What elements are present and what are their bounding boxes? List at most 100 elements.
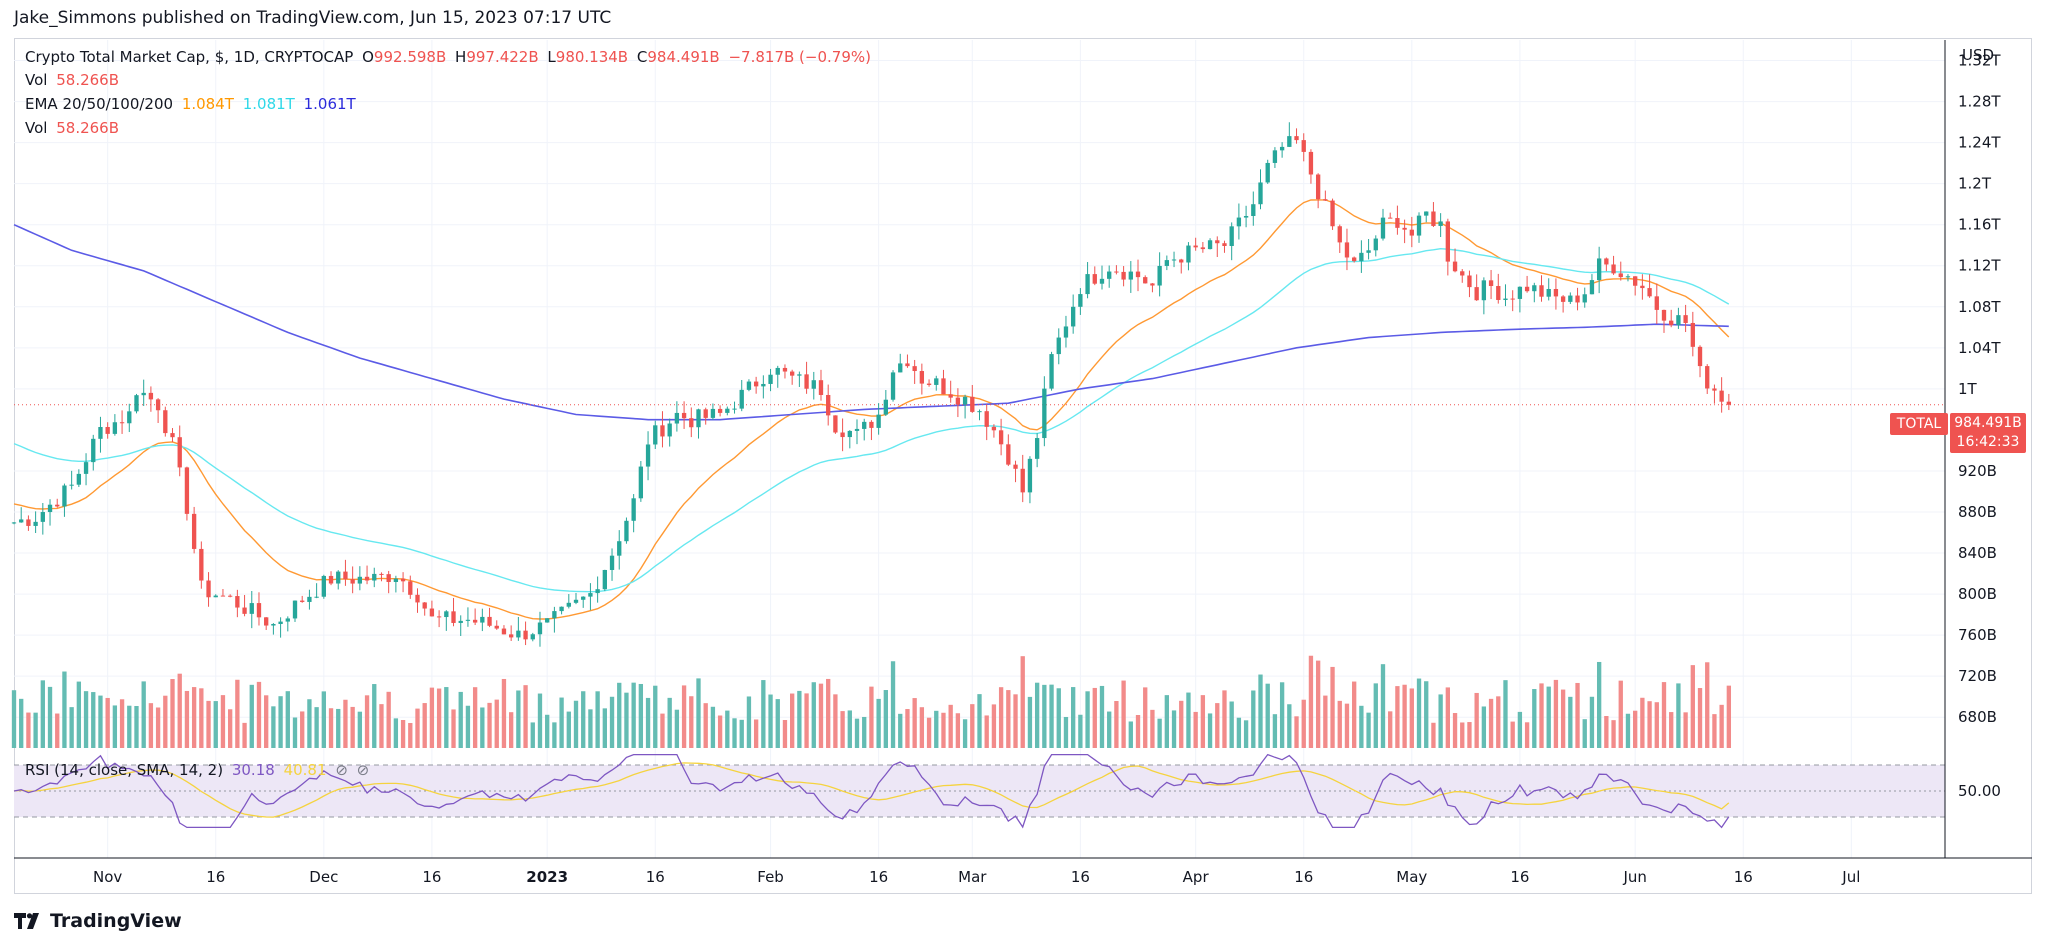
candle-body bbox=[451, 611, 456, 623]
y-tick-label: 880B bbox=[1958, 503, 1997, 521]
volume-bar bbox=[1308, 655, 1314, 748]
volume-bar bbox=[1395, 686, 1400, 748]
x-tick-label: 16 bbox=[1071, 868, 1090, 886]
candle-body bbox=[588, 593, 593, 597]
candle-body bbox=[33, 521, 38, 526]
currency-label[interactable]: USD bbox=[1962, 46, 1995, 64]
volume-bar bbox=[494, 699, 499, 748]
x-tick-label: 16 bbox=[1294, 868, 1313, 886]
volume-bar bbox=[91, 692, 96, 748]
candle-body bbox=[213, 595, 218, 598]
volume-bar bbox=[1323, 695, 1328, 748]
ema-200-line bbox=[13, 223, 1729, 421]
volume-bar bbox=[934, 710, 939, 748]
candle-body bbox=[775, 367, 780, 375]
volume-bar bbox=[76, 681, 82, 748]
volume-bar bbox=[364, 695, 370, 748]
candle-body bbox=[1409, 229, 1414, 236]
legend-ema[interactable]: EMA 20/50/100/200 1.084T 1.081T 1.061T bbox=[25, 95, 360, 113]
candle-body bbox=[746, 381, 752, 390]
legend-vol[interactable]: Vol 58.266B bbox=[25, 71, 123, 89]
brand-logo[interactable]: TradingView bbox=[14, 908, 182, 934]
candle-body bbox=[667, 423, 672, 437]
candle-body bbox=[1020, 468, 1025, 493]
volume-bar bbox=[1215, 703, 1220, 748]
volume-bar bbox=[941, 712, 946, 748]
candle-body bbox=[364, 576, 370, 581]
volume-bar bbox=[177, 673, 182, 748]
volume-bar bbox=[631, 682, 636, 748]
legend-change: −7.817B (−0.79%) bbox=[728, 48, 871, 66]
volume-bar bbox=[840, 711, 845, 748]
candle-body bbox=[11, 522, 17, 524]
candle-body bbox=[898, 363, 903, 373]
volume-bar bbox=[1020, 656, 1025, 748]
candle-body bbox=[1186, 245, 1191, 263]
candle-body bbox=[1553, 288, 1559, 297]
candle-body bbox=[105, 427, 110, 434]
candle-body bbox=[321, 575, 326, 597]
volume-bar bbox=[1690, 665, 1695, 748]
volume-bar bbox=[681, 685, 687, 748]
legend-symbol[interactable]: Crypto Total Market Cap, $, 1D, CRYPTOCA… bbox=[25, 48, 354, 66]
volume-bar bbox=[1330, 666, 1335, 748]
candle-body bbox=[595, 589, 600, 594]
volume-bar bbox=[487, 702, 492, 748]
candle-body bbox=[530, 634, 535, 640]
volume-bar bbox=[26, 712, 31, 748]
candle-body bbox=[609, 555, 615, 570]
candle-body bbox=[804, 374, 809, 389]
volume-bar bbox=[415, 708, 420, 748]
legend-o-value: 992.598B bbox=[373, 48, 447, 66]
legend-h-label: H bbox=[455, 48, 467, 66]
volume-bar bbox=[1272, 714, 1278, 748]
x-tick-label: 16 bbox=[1510, 868, 1529, 886]
volume-bar bbox=[1683, 712, 1688, 748]
candle-body bbox=[1395, 218, 1400, 228]
volume-bar bbox=[782, 720, 788, 748]
volume-bar bbox=[1222, 690, 1227, 748]
candle-body bbox=[1049, 354, 1054, 389]
candle-body bbox=[912, 366, 917, 372]
volume-bar bbox=[1258, 674, 1263, 748]
volume-bar bbox=[1359, 705, 1364, 748]
volume-bar bbox=[638, 683, 644, 748]
legend-rsi[interactable]: RSI (14, close, SMA, 14, 2) 30.18 40.81 … bbox=[25, 761, 373, 779]
volume-bar bbox=[1042, 684, 1047, 748]
volume-bar bbox=[970, 704, 975, 748]
volume-bar bbox=[1179, 700, 1184, 748]
x-tick-label: Apr bbox=[1183, 868, 1210, 886]
eye-off-icon[interactable]: ⊘ bbox=[335, 761, 348, 779]
candle-body bbox=[1179, 259, 1184, 263]
volume-bar bbox=[717, 715, 723, 748]
volume-bar bbox=[1669, 712, 1674, 748]
candle-body bbox=[1164, 260, 1169, 266]
candle-body bbox=[379, 573, 384, 575]
volume-bar bbox=[595, 691, 600, 748]
candle-body bbox=[739, 389, 744, 409]
volume-bar bbox=[1633, 710, 1638, 748]
eye-off-icon-2[interactable]: ⊘ bbox=[356, 761, 370, 779]
volume-bar bbox=[1034, 682, 1040, 748]
rsi-label: RSI (14, close, SMA, 14, 2) bbox=[25, 761, 224, 779]
rsi-value: 30.18 bbox=[231, 761, 275, 779]
volume-bar bbox=[148, 703, 154, 748]
candle-body bbox=[170, 433, 175, 438]
legend-vol2[interactable]: Vol 58.266B bbox=[25, 119, 123, 137]
candle-body bbox=[155, 399, 161, 411]
volume-bar bbox=[62, 671, 67, 748]
volume-bar bbox=[1243, 720, 1249, 748]
candle-body bbox=[300, 600, 305, 602]
candle-body bbox=[1027, 458, 1033, 493]
volume-bar bbox=[854, 718, 860, 748]
candle-body bbox=[717, 408, 723, 413]
volume-bar bbox=[1366, 712, 1371, 748]
candle-body bbox=[1669, 320, 1674, 326]
volume-bar bbox=[285, 691, 290, 748]
volume-bar bbox=[1071, 687, 1076, 748]
volume-bar bbox=[1517, 711, 1523, 748]
volume-bar bbox=[501, 678, 507, 748]
candle-body bbox=[508, 634, 514, 638]
volume-bar bbox=[602, 708, 607, 748]
